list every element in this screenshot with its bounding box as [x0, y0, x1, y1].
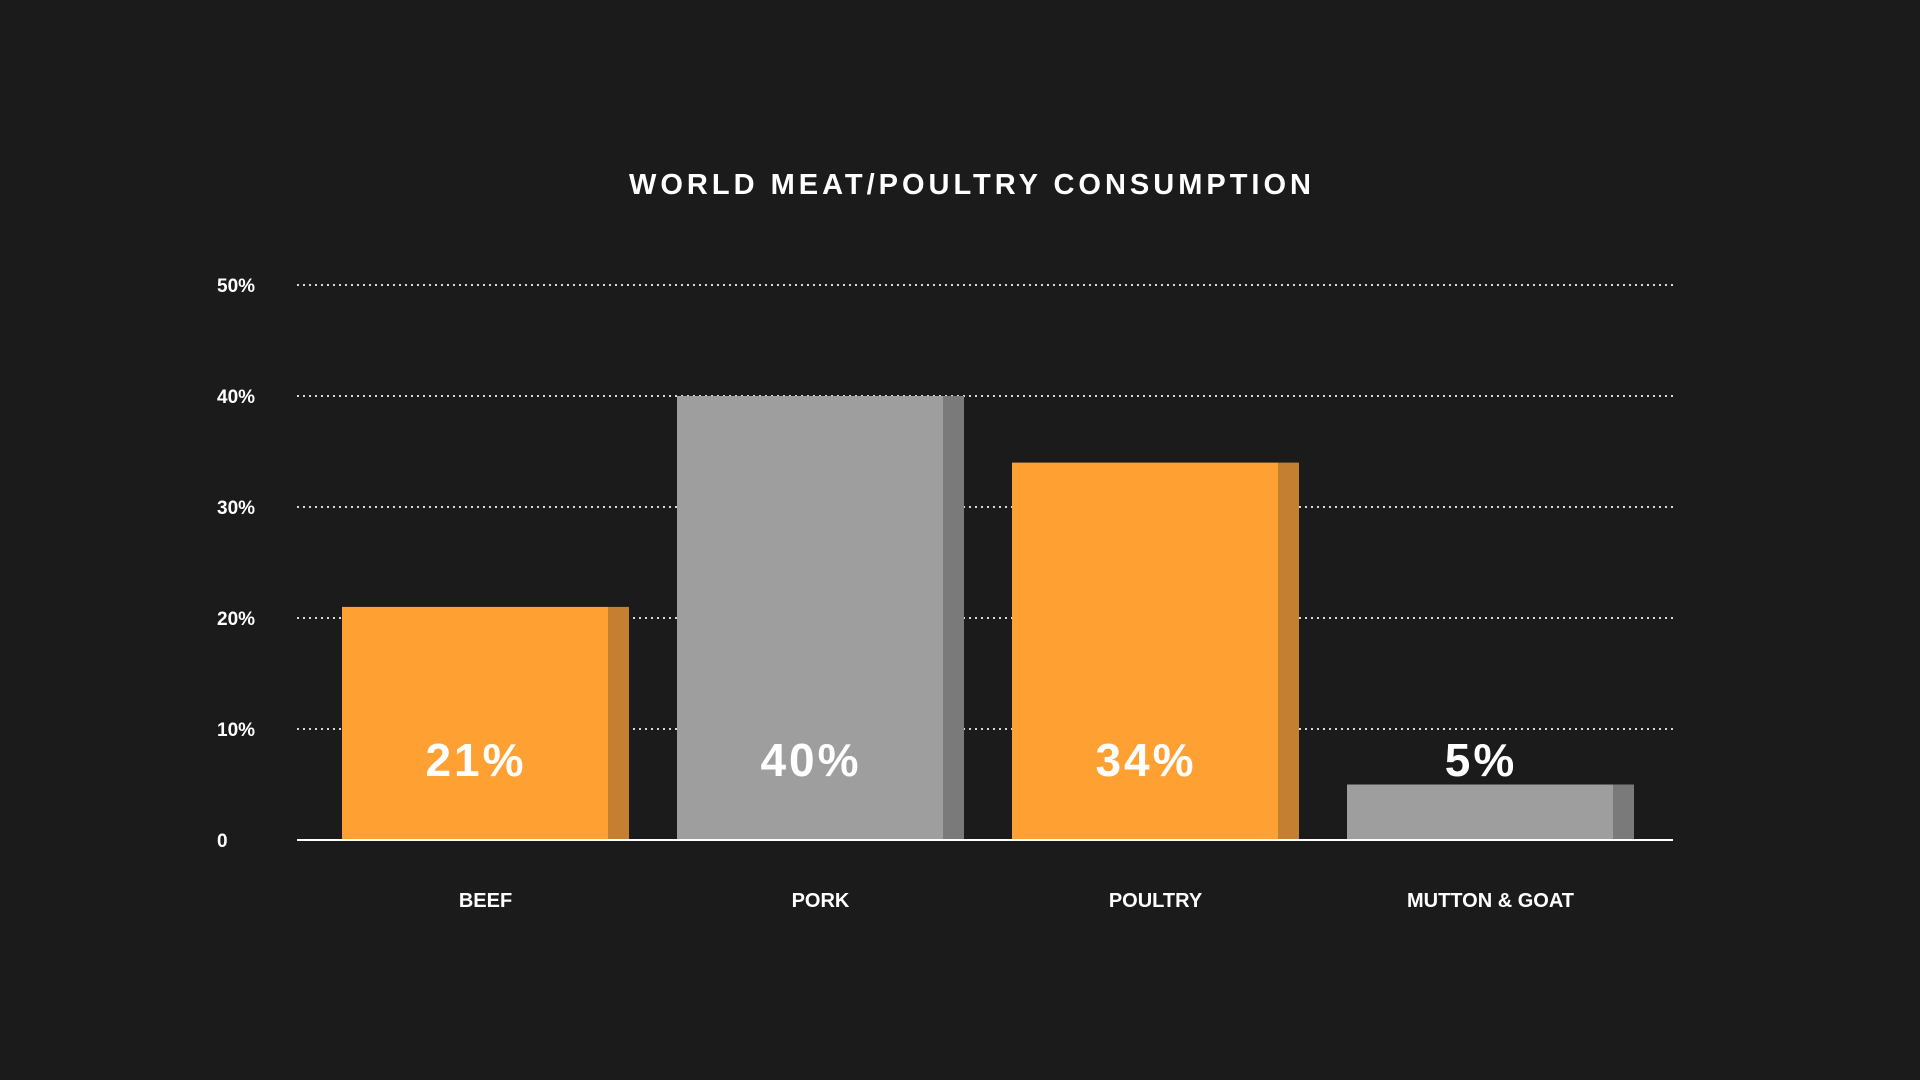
category-label: PORK — [792, 890, 850, 912]
bar-group — [342, 606, 629, 840]
category-label: BEEF — [459, 890, 512, 912]
value-label: 40% — [760, 734, 861, 786]
bar — [1347, 784, 1613, 840]
value-label: 34% — [1095, 734, 1196, 786]
bar-group — [677, 396, 964, 840]
y-tick-label: 0 — [217, 831, 228, 852]
y-axis-tick-labels: 0 10% 20% 30% 40% 50% — [217, 276, 255, 852]
chart-title: WORLD MEAT/POULTRY CONSUMPTION — [629, 169, 1315, 201]
value-label: 21% — [425, 734, 526, 786]
bar — [677, 396, 943, 840]
category-labels: BEEF PORK POULTRY MUTTON & GOAT — [459, 890, 1574, 912]
bar-group — [1012, 462, 1299, 840]
bar-side — [1278, 462, 1299, 840]
bar-group — [1347, 784, 1634, 840]
value-label: 5% — [1445, 734, 1517, 786]
bars — [342, 396, 1634, 840]
y-tick-label: 10% — [217, 720, 255, 741]
category-label: POULTRY — [1109, 890, 1203, 912]
bar-side — [608, 606, 629, 840]
y-tick-label: 20% — [217, 609, 255, 630]
bar — [342, 606, 608, 840]
bar-side — [943, 396, 964, 840]
bar — [1012, 462, 1278, 840]
y-tick-label: 40% — [217, 387, 255, 408]
y-tick-label: 30% — [217, 498, 255, 519]
y-tick-label: 50% — [217, 276, 255, 297]
category-label: MUTTON & GOAT — [1407, 890, 1574, 912]
value-labels: 21% 40% 34% 5% — [425, 734, 1517, 786]
bar-side — [1613, 784, 1634, 840]
